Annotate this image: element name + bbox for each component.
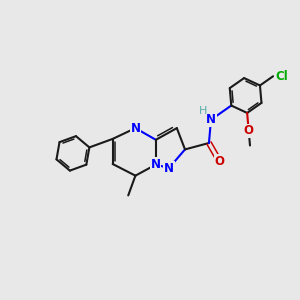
Text: Cl: Cl	[275, 70, 288, 83]
Text: N: N	[164, 162, 174, 175]
Text: N: N	[206, 113, 216, 126]
Text: N: N	[130, 122, 140, 135]
Text: O: O	[244, 124, 254, 137]
Text: N: N	[151, 158, 161, 171]
Text: H: H	[199, 106, 207, 116]
Text: O: O	[214, 155, 224, 168]
